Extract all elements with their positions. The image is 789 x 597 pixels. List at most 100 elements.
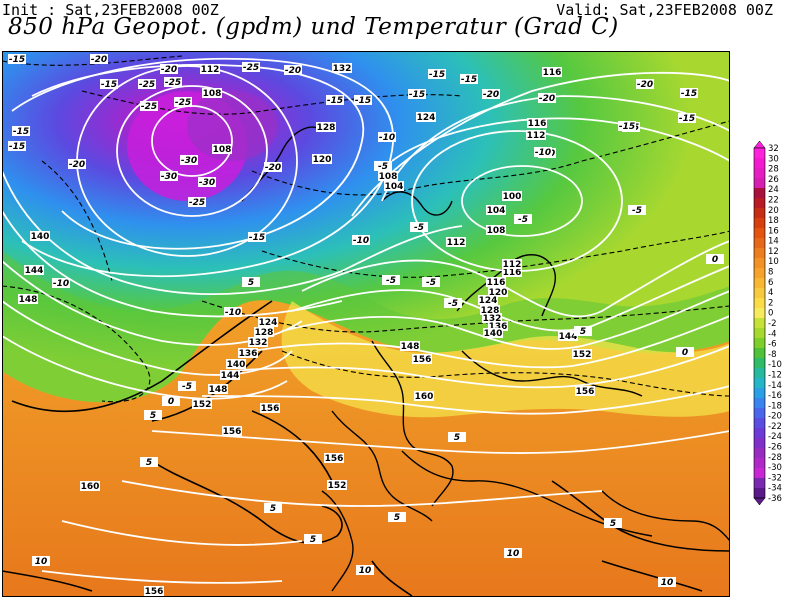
svg-text:5: 5 — [146, 458, 152, 468]
temperature-label: -15 — [408, 89, 426, 100]
colorbar-swatch — [754, 298, 765, 309]
svg-text:124: 124 — [479, 296, 498, 306]
svg-text:-10: -10 — [53, 279, 69, 289]
temperature-label: 5 — [388, 512, 406, 523]
svg-text:-15: -15 — [681, 89, 697, 99]
colorbar-swatch — [754, 158, 765, 169]
colorbar-swatch — [754, 178, 765, 189]
colorbar-tick-label: -20 — [768, 412, 782, 422]
map-title: 850 hPa Geopot. (gpdm) und Temperatur (G… — [8, 14, 619, 40]
svg-text:136: 136 — [489, 322, 508, 332]
geopotential-label: 152 — [327, 480, 347, 491]
colorbar-tick-label: -18 — [768, 401, 782, 411]
temperature-label: -10 — [534, 147, 552, 158]
svg-text:5: 5 — [394, 513, 400, 523]
temperature-label: 5 — [604, 518, 622, 529]
temperature-label: -20 — [636, 79, 654, 90]
geopotential-label: 124 — [478, 295, 498, 306]
colorbar-swatch — [754, 468, 765, 479]
geopotential-label: 104 — [384, 181, 404, 192]
colorbar-arrow-top — [753, 140, 766, 149]
svg-text:156: 156 — [576, 387, 595, 397]
geopotential-label: 148 — [18, 294, 38, 305]
svg-text:-10: -10 — [225, 308, 241, 318]
colorbar-swatch — [754, 488, 765, 499]
geopotential-label: 120 — [488, 287, 508, 298]
geopotential-label: 116 — [527, 118, 547, 129]
temperature-label: -15 — [680, 88, 698, 99]
geopotential-label: 116 — [502, 267, 522, 278]
colorbar-tick-label: -30 — [768, 463, 782, 473]
temperature-label: -30 — [198, 177, 216, 188]
geopotential-label: 112 — [502, 259, 522, 270]
colorbar-swatch — [754, 188, 765, 199]
colorbar-tick-label: -28 — [768, 453, 782, 463]
svg-text:120: 120 — [313, 155, 332, 165]
temperature-label: -25 — [242, 62, 260, 73]
svg-text:-15: -15 — [429, 70, 445, 80]
geopotential-label: 144 — [220, 370, 240, 381]
temperature-label: 5 — [574, 326, 592, 337]
colorbar-tick-label: -2 — [768, 319, 776, 329]
colorbar-swatch — [754, 268, 765, 279]
colorbar-tick-label: 18 — [768, 216, 779, 226]
colorbar-tick-label: -14 — [768, 381, 782, 391]
svg-text:148: 148 — [401, 342, 420, 352]
geopotential-label: 148 — [400, 341, 420, 352]
temperature-label: 10 — [658, 577, 676, 588]
geopotential-label: 108 — [202, 88, 222, 99]
geopotential-label: 108 — [378, 171, 398, 182]
colorbar-swatch — [754, 278, 765, 289]
temperature-label: -5 — [410, 222, 428, 233]
geopotential-label: 112 — [446, 237, 466, 248]
svg-text:156: 156 — [145, 587, 164, 597]
svg-text:10: 10 — [359, 566, 372, 576]
svg-text:-5: -5 — [632, 206, 642, 216]
geopotential-label: 132 — [332, 63, 352, 74]
colorbar-tick-label: 16 — [768, 226, 779, 236]
geopotential-label: 112 — [526, 130, 546, 141]
svg-text:-30: -30 — [161, 172, 177, 182]
temperature-label: -20 — [90, 54, 108, 65]
svg-text:152: 152 — [328, 481, 347, 491]
svg-text:-5: -5 — [426, 278, 436, 288]
colorbar-swatch — [754, 228, 765, 239]
temperature-label: -15 — [428, 69, 446, 80]
colorbar-tick-label: -6 — [768, 340, 776, 350]
geopotential-label: 140 — [483, 328, 503, 339]
colorbar-swatch — [754, 358, 765, 369]
colorbar-tick-label: -34 — [768, 484, 782, 494]
svg-text:-15: -15 — [9, 55, 25, 65]
colorbar-tick-label: 32 — [768, 144, 779, 154]
geopotential-label: 148 — [208, 384, 228, 395]
geopotential-label: 112 — [200, 64, 220, 75]
geopotential-label: 160 — [414, 391, 434, 402]
svg-text:-20: -20 — [265, 163, 281, 173]
temperature-label: -15 — [354, 95, 372, 106]
svg-text:-15: -15 — [461, 75, 477, 85]
svg-text:156: 156 — [261, 404, 280, 414]
temperature-label: -20 — [482, 89, 500, 100]
geopotential-label: 140 — [226, 359, 246, 370]
colorbar-swatch — [754, 218, 765, 229]
svg-text:112: 112 — [201, 65, 220, 75]
temperature-label: -15 — [618, 121, 636, 132]
colorbar-swatch — [754, 438, 765, 449]
svg-text:104: 104 — [385, 182, 404, 192]
colorbar-tick-label: 0 — [768, 309, 773, 319]
svg-text:-10: -10 — [535, 148, 551, 158]
colorbar-arrow-bottom — [753, 497, 766, 506]
svg-text:-25: -25 — [189, 198, 205, 208]
colorbar-swatch — [754, 378, 765, 389]
geopotential-label: 144 — [558, 331, 578, 342]
colorbar-swatch — [754, 418, 765, 429]
svg-text:10: 10 — [507, 549, 520, 559]
colorbar-swatch — [754, 388, 765, 399]
temperature-colorbar: 32302826242220181614121086420-2-4-6-8-10… — [753, 140, 782, 506]
temperature-label: -25 — [138, 79, 156, 90]
svg-text:5: 5 — [150, 411, 156, 421]
svg-text:128: 128 — [255, 328, 274, 338]
svg-text:5: 5 — [454, 433, 460, 443]
geopotential-label: 124 — [416, 112, 436, 123]
svg-text:152: 152 — [573, 350, 592, 360]
